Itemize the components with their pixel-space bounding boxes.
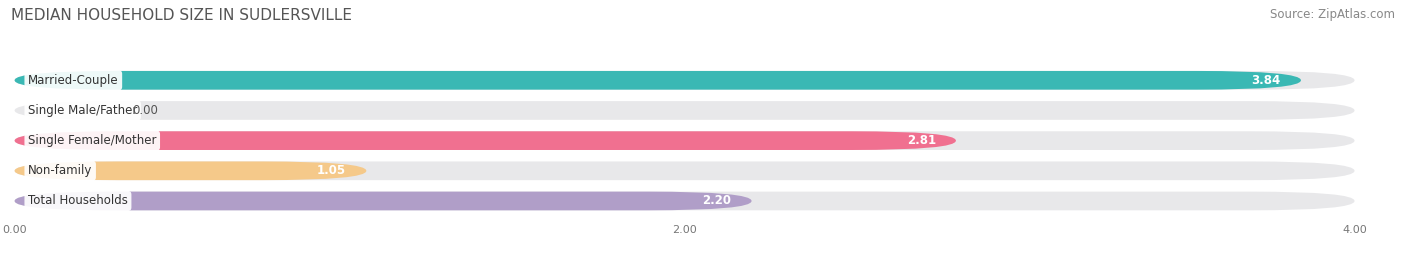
FancyBboxPatch shape (14, 161, 1354, 180)
FancyBboxPatch shape (14, 192, 1354, 210)
Text: Single Male/Father: Single Male/Father (28, 104, 138, 117)
Text: 3.84: 3.84 (1251, 74, 1281, 87)
Text: Single Female/Mother: Single Female/Mother (28, 134, 156, 147)
Text: 2.20: 2.20 (703, 194, 731, 207)
Text: MEDIAN HOUSEHOLD SIZE IN SUDLERSVILLE: MEDIAN HOUSEHOLD SIZE IN SUDLERSVILLE (11, 8, 353, 23)
FancyBboxPatch shape (14, 101, 1354, 120)
Text: Non-family: Non-family (28, 164, 93, 177)
Text: Married-Couple: Married-Couple (28, 74, 118, 87)
FancyBboxPatch shape (14, 71, 1354, 90)
FancyBboxPatch shape (14, 71, 1301, 90)
Text: Source: ZipAtlas.com: Source: ZipAtlas.com (1270, 8, 1395, 21)
FancyBboxPatch shape (14, 131, 1354, 150)
Text: 0.00: 0.00 (132, 104, 157, 117)
FancyBboxPatch shape (14, 161, 367, 180)
FancyBboxPatch shape (14, 131, 956, 150)
Text: 2.81: 2.81 (907, 134, 936, 147)
Text: 1.05: 1.05 (318, 164, 346, 177)
Text: Total Households: Total Households (28, 194, 128, 207)
FancyBboxPatch shape (14, 192, 752, 210)
